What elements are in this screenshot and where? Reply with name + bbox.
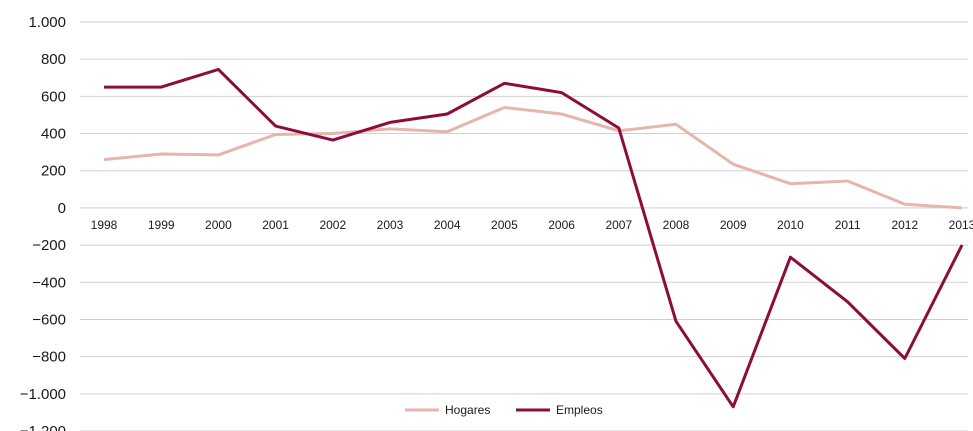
x-tick-label: 2001 [262, 218, 289, 232]
y-tick-label: 0 [58, 200, 66, 217]
legend-item-hogares: Hogares [405, 403, 490, 417]
x-tick-label: 2004 [434, 218, 461, 232]
x-tick-label: 2003 [377, 218, 404, 232]
y-tick-label: 800 [41, 51, 66, 68]
legend-label-hogares: Hogares [445, 403, 490, 417]
x-tick-label: 2000 [205, 218, 232, 232]
x-tick-label: 2007 [605, 218, 632, 232]
series-line-empleos [104, 67, 964, 409]
x-tick-label: 2010 [777, 218, 804, 232]
x-tick-label: 2009 [720, 218, 747, 232]
legend-item-empleos: Empleos [516, 403, 603, 417]
y-tick-label: −600 [32, 311, 66, 328]
x-tick-label: 2002 [319, 218, 346, 232]
y-tick-label: 400 [41, 126, 66, 143]
x-axis-ticks: 1998 1999 2000 2001 2002 2003 2004 2005 2006 2007… [91, 218, 973, 232]
y-tick-label: 600 [41, 88, 66, 105]
x-tick-label: 2012 [891, 218, 918, 232]
y-tick-label: −800 [32, 349, 66, 366]
legend-label-empleos: Empleos [556, 403, 603, 417]
series-line-hogares [103, 106, 963, 210]
y-tick-label: 1.000 [28, 14, 66, 31]
x-tick-label: 1998 [91, 218, 118, 232]
x-tick-label: 2005 [491, 218, 518, 232]
y-axis-ticks: 1.000 800 600 400 200 0 −200 −400 −600 −800 −1.000… [20, 14, 66, 431]
x-tick-label: 2006 [548, 218, 575, 232]
series-lines [103, 67, 964, 409]
x-tick-label: 2011 [835, 218, 861, 232]
legend: Hogares Empleos [405, 403, 603, 417]
x-tick-label: 1999 [148, 218, 175, 232]
grid-lines [80, 21, 968, 431]
y-tick-label: −1.200 [20, 423, 66, 431]
x-tick-label: 2008 [663, 218, 690, 232]
x-tick-label: 2013 [949, 218, 973, 232]
y-tick-label: −1.000 [20, 386, 66, 403]
y-tick-label: −200 [32, 237, 66, 254]
y-tick-label: 200 [41, 163, 66, 180]
y-tick-label: −400 [32, 274, 66, 291]
